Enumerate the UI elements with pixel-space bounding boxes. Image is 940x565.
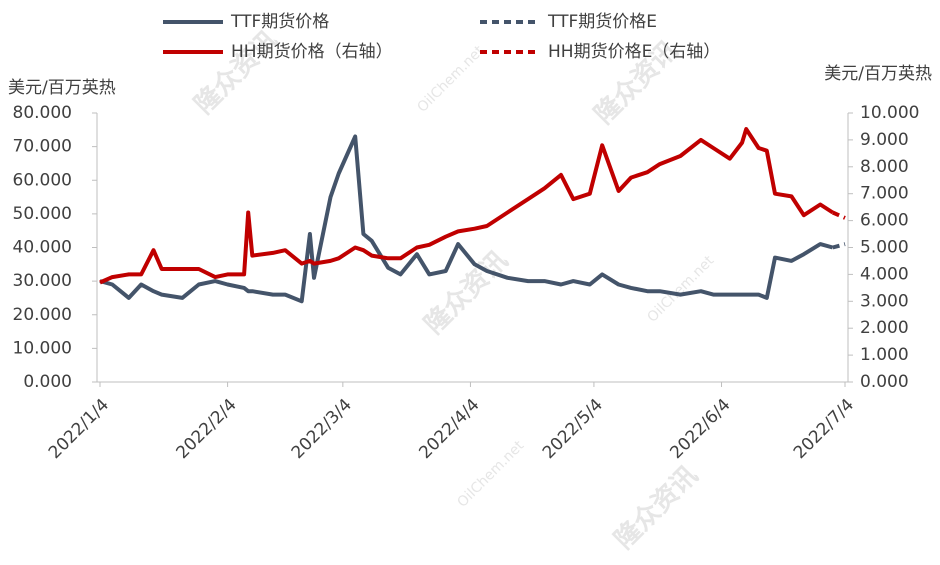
x-tick-label: 2022/3/4 — [288, 395, 356, 463]
series-line — [99, 134, 834, 304]
x-tick-label: 2022/1/4 — [45, 395, 113, 463]
y-tick-label: 40.000 — [13, 238, 72, 258]
y2-tick-label: 1.000 — [860, 345, 909, 365]
x-tick-label: 2022/2/4 — [173, 395, 241, 463]
x-tick-label: 2022/6/4 — [666, 395, 734, 463]
y2-tick-label: 2.000 — [860, 318, 909, 338]
legend-label: HH期货价格（右轴） — [231, 42, 393, 62]
x-tick-label: 2022/5/4 — [539, 395, 607, 463]
watermark: 隆众资讯 — [189, 25, 284, 120]
watermark: OilChem.net — [644, 252, 717, 325]
y2-tick-label: 8.000 — [860, 157, 909, 177]
y-tick-label: 10.000 — [13, 338, 72, 358]
y2-tick-label: 10.000 — [860, 103, 919, 123]
x-tick-label: 2022/4/4 — [415, 395, 483, 463]
x-tick-label: 2022/7/4 — [790, 395, 858, 463]
y-tick-label: 30.000 — [13, 271, 72, 291]
series-line — [832, 242, 846, 250]
y2-tick-label: 6.000 — [860, 211, 909, 231]
y2-tick-label: 3.000 — [860, 291, 909, 311]
y-tick-label: 0.000 — [23, 372, 72, 392]
y-tick-label: 80.000 — [13, 103, 72, 123]
y-tick-label: 20.000 — [13, 305, 72, 325]
legend-label: TTF期货价格E — [547, 12, 657, 32]
watermark: 隆众资讯 — [419, 245, 514, 340]
watermark: OilChem.net — [414, 42, 487, 115]
y-tick-label: 50.000 — [13, 204, 72, 224]
watermark: OilChem.net — [454, 437, 527, 510]
y2-tick-label: 7.000 — [860, 184, 909, 204]
y-tick-label: 70.000 — [13, 137, 72, 157]
y2-axis-label: 美元/百万英热 — [824, 64, 932, 84]
series-line — [831, 210, 846, 220]
series-line — [99, 127, 834, 285]
y-axis-label: 美元/百万英热 — [8, 78, 116, 98]
y2-tick-label: 9.000 — [860, 130, 909, 150]
y2-tick-label: 5.000 — [860, 238, 909, 258]
watermark: 隆众资讯 — [609, 460, 704, 555]
y2-tick-label: 4.000 — [860, 264, 909, 284]
y-tick-label: 60.000 — [13, 170, 72, 190]
legend-label: TTF期货价格 — [230, 12, 329, 32]
legend-label: HH期货价格E（右轴） — [548, 42, 720, 62]
y2-tick-label: 0.000 — [860, 372, 909, 392]
